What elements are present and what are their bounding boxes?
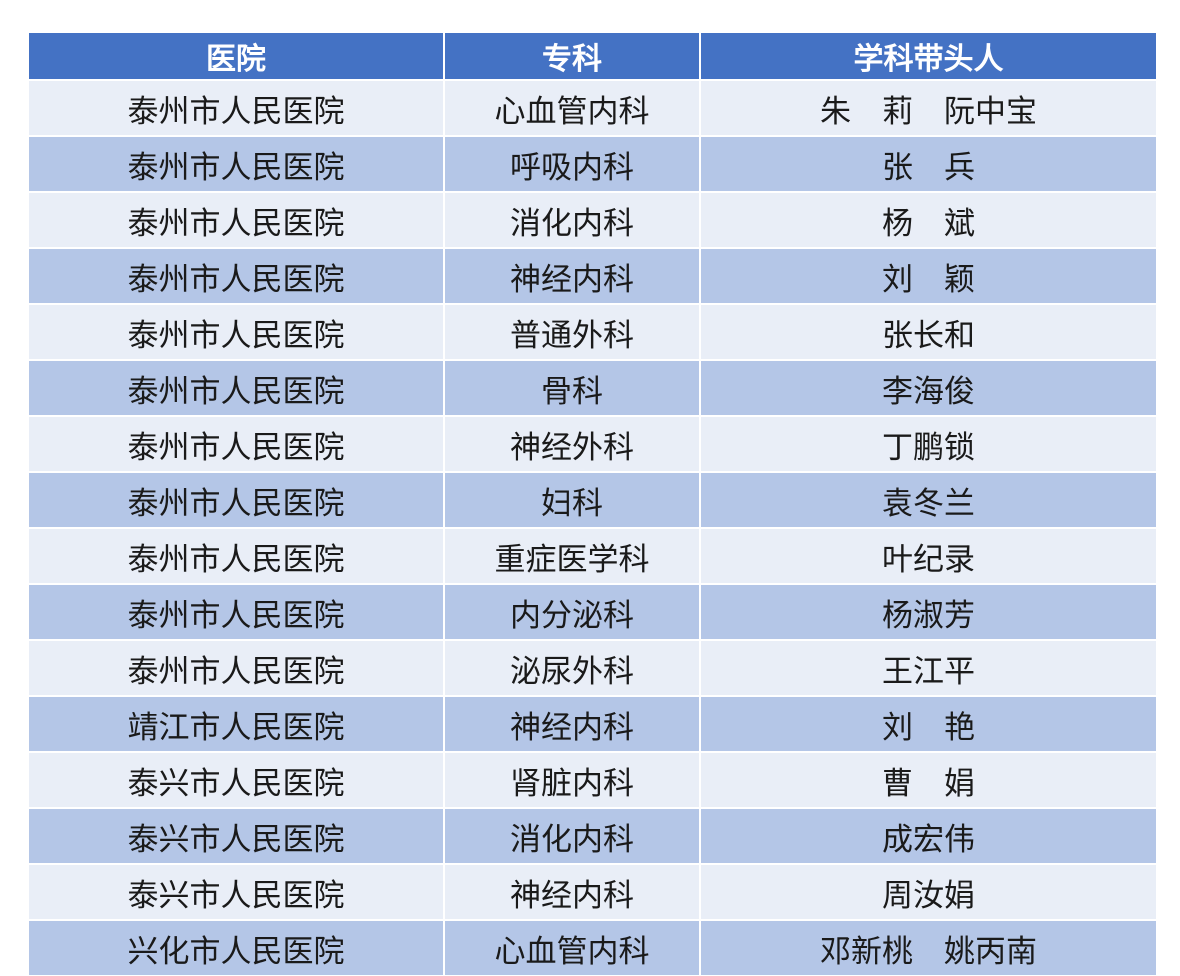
cell-specialty: 神经内科 [445,697,699,751]
cell-hospital: 泰州市人民医院 [29,193,443,247]
cell-hospital: 泰兴市人民医院 [29,809,443,863]
cell-specialty: 肾脏内科 [445,753,699,807]
cell-specialty: 神经内科 [445,865,699,919]
cell-discipline-leader: 邓新桃 姚丙南 [701,921,1156,975]
cell-specialty: 重症医学科 [445,529,699,583]
cell-hospital: 泰兴市人民医院 [29,865,443,919]
cell-specialty: 妇科 [445,473,699,527]
cell-discipline-leader: 杨淑芳 [701,585,1156,639]
cell-discipline-leader: 刘 艳 [701,697,1156,751]
cell-hospital: 泰州市人民医院 [29,417,443,471]
hospital-specialty-table: 医院 专科 学科带头人 泰州市人民医院 心血管内科朱 莉 阮中宝 泰州市人民医院 呼吸内科张… [29,33,1156,975]
header-hospital: 医院 [29,33,443,79]
cell-discipline-leader: 丁鹏锁 [701,417,1156,471]
cell-specialty: 普通外科 [445,305,699,359]
cell-specialty: 神经外科 [445,417,699,471]
cell-discipline-leader: 杨 斌 [701,193,1156,247]
cell-hospital: 泰州市人民医院 [29,249,443,303]
header-specialty: 专科 [445,33,699,79]
cell-discipline-leader: 叶纪录 [701,529,1156,583]
cell-specialty: 心血管内科 [445,81,699,135]
cell-discipline-leader: 王江平 [701,641,1156,695]
cell-specialty: 神经内科 [445,249,699,303]
cell-specialty: 消化内科 [445,193,699,247]
cell-hospital: 泰兴市人民医院 [29,753,443,807]
cell-specialty: 心血管内科 [445,921,699,975]
cell-discipline-leader: 成宏伟 [701,809,1156,863]
cell-hospital: 泰州市人民医院 [29,641,443,695]
cell-discipline-leader: 张 兵 [701,137,1156,191]
header-discipline-leader: 学科带头人 [701,33,1156,79]
cell-hospital: 泰州市人民医院 [29,361,443,415]
cell-hospital: 泰州市人民医院 [29,137,443,191]
cell-hospital: 泰州市人民医院 [29,473,443,527]
cell-specialty: 呼吸内科 [445,137,699,191]
cell-hospital: 泰州市人民医院 [29,305,443,359]
cell-specialty: 骨科 [445,361,699,415]
cell-hospital: 泰州市人民医院 [29,81,443,135]
cell-specialty: 泌尿外科 [445,641,699,695]
cell-hospital: 泰州市人民医院 [29,529,443,583]
cell-discipline-leader: 曹 娟 [701,753,1156,807]
cell-hospital: 泰州市人民医院 [29,585,443,639]
cell-specialty: 内分泌科 [445,585,699,639]
cell-specialty: 消化内科 [445,809,699,863]
cell-discipline-leader: 刘 颖 [701,249,1156,303]
cell-discipline-leader: 李海俊 [701,361,1156,415]
cell-hospital: 兴化市人民医院 [29,921,443,975]
cell-discipline-leader: 朱 莉 阮中宝 [701,81,1156,135]
cell-discipline-leader: 张长和 [701,305,1156,359]
cell-discipline-leader: 袁冬兰 [701,473,1156,527]
cell-discipline-leader: 周汝娟 [701,865,1156,919]
cell-hospital: 靖江市人民医院 [29,697,443,751]
